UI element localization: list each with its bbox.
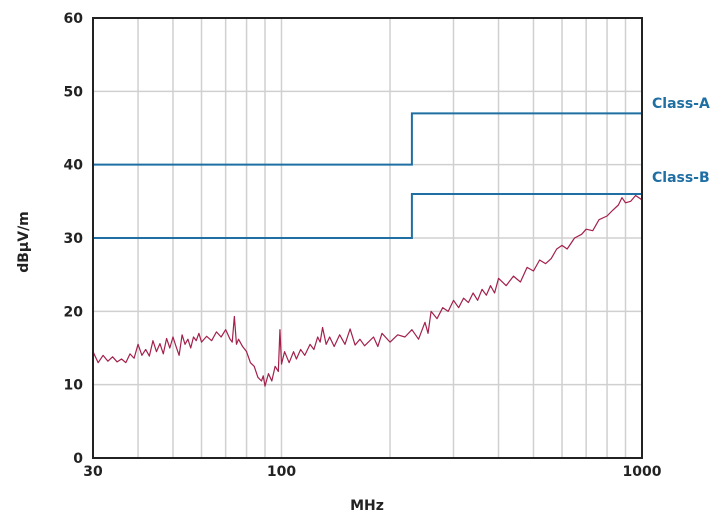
y-tick-labels: 0 10 20 30 40 50 60: [64, 11, 84, 467]
y-axis-label: dBµV/m: [16, 211, 32, 273]
y-tick-label: 30: [64, 231, 84, 247]
y-tick-label: 20: [64, 304, 84, 320]
x-axis-label: MHz: [350, 498, 384, 514]
x-tick-label: 30: [83, 464, 103, 480]
y-tick-label: 50: [64, 84, 84, 100]
x-tick-labels: 30 100 1000: [83, 464, 661, 480]
class-a-label: Class-A: [652, 96, 710, 112]
y-tick-label: 10: [64, 378, 84, 394]
x-tick-label: 100: [267, 464, 296, 480]
emission-series-line: [92, 194, 643, 387]
y-tick-label: 40: [64, 158, 84, 174]
limit-line-class-b: [93, 193, 642, 239]
limit-lines: [93, 112, 642, 239]
limit-line-class-a: [93, 112, 642, 166]
emission-trace: [92, 194, 643, 387]
class-b-label: Class-B: [652, 170, 710, 186]
x-tick-label: 1000: [623, 464, 662, 480]
plot-frame: [92, 17, 643, 459]
y-tick-label: 60: [64, 11, 84, 27]
y-tick-label: 0: [73, 451, 83, 467]
